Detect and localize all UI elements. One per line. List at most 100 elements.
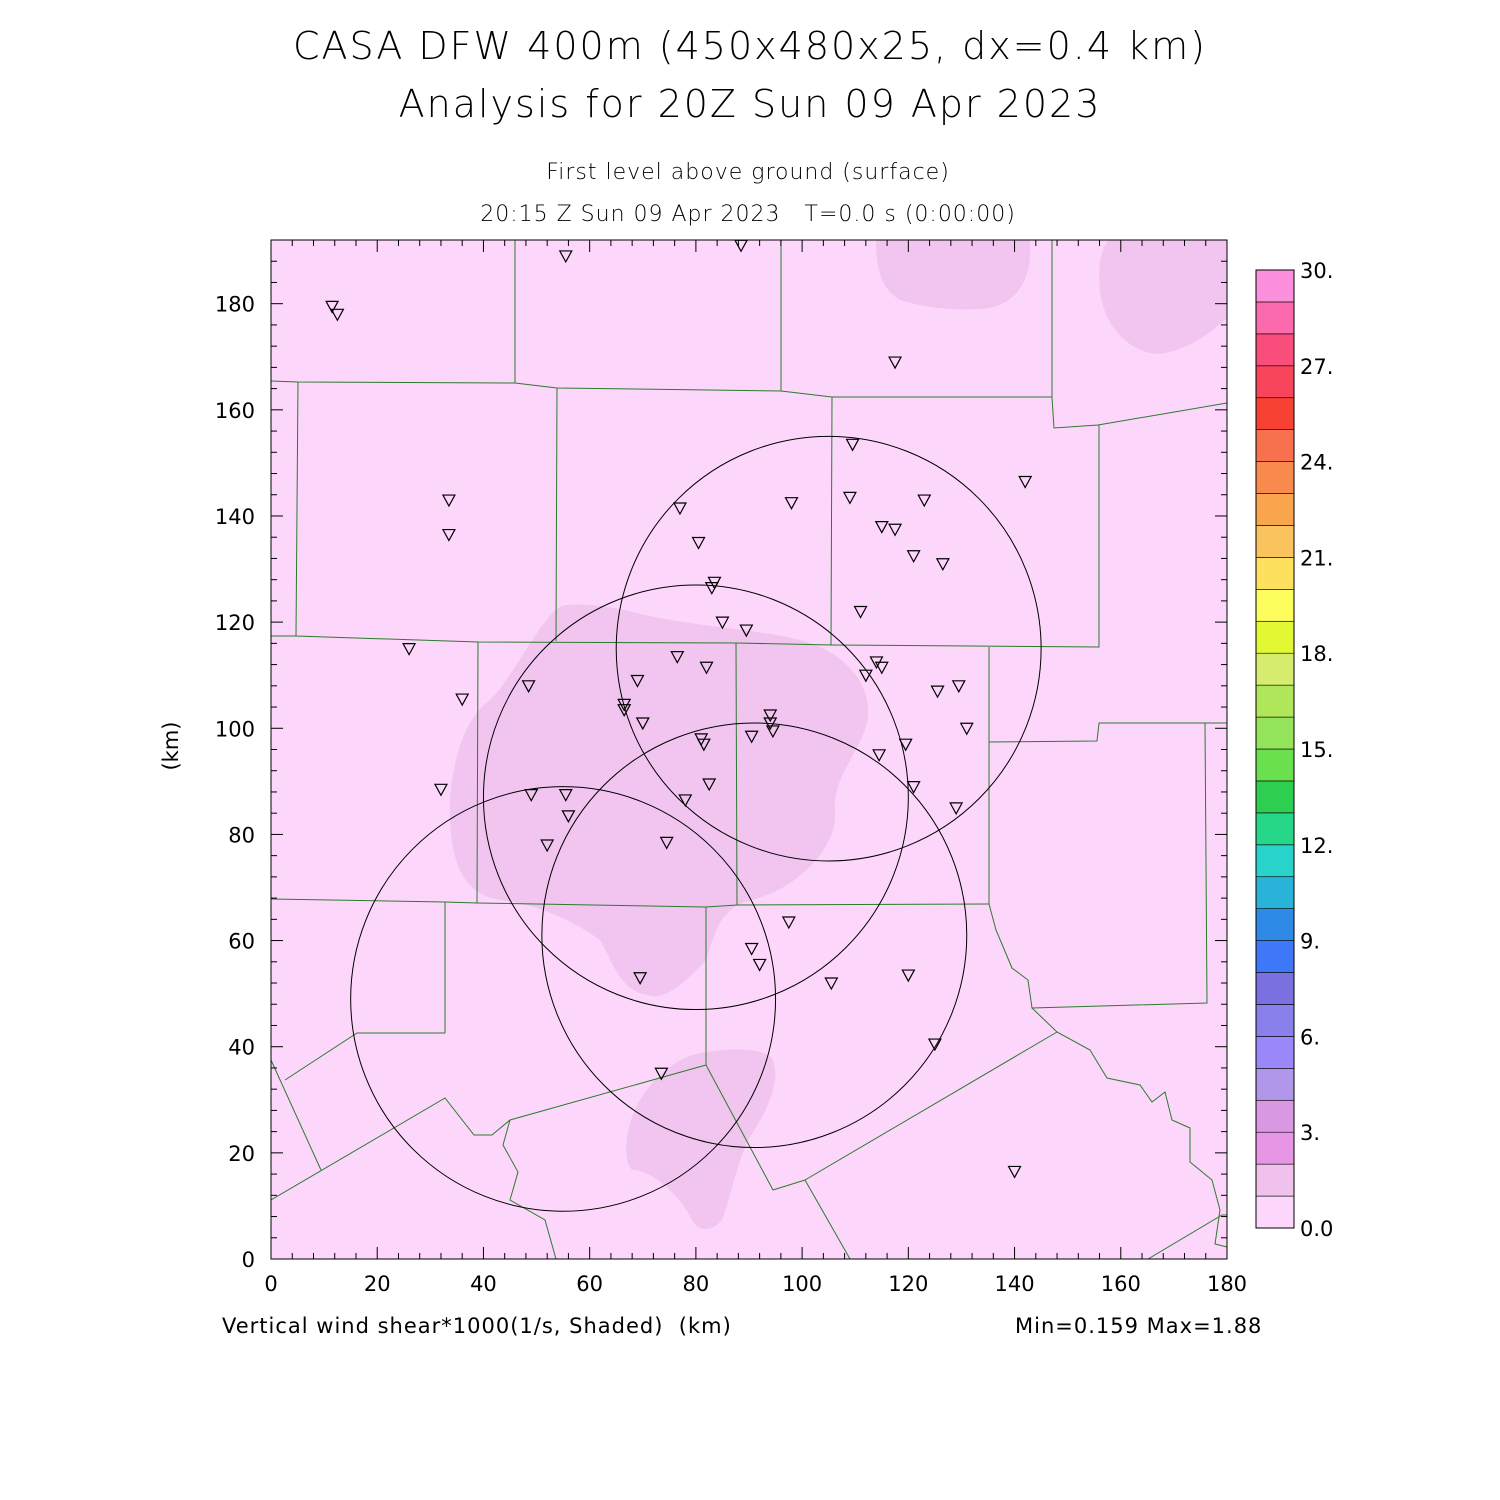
y-tick-label: 60	[228, 930, 255, 954]
colorbar-bin	[1255, 780, 1295, 814]
y-tick-label: 140	[215, 505, 255, 529]
station-marker	[441, 494, 456, 508]
radar-range-ring	[350, 786, 777, 1212]
station-marker	[715, 616, 730, 630]
county-line	[780, 240, 1053, 398]
station-marker	[845, 438, 860, 452]
county-line	[514, 240, 782, 392]
station-marker	[752, 958, 767, 972]
station-marker	[561, 810, 576, 824]
station-marker	[888, 523, 903, 537]
x-tick-label: 0	[264, 1272, 277, 1296]
colorbar-label: 21.	[1300, 546, 1333, 570]
colorbar-label: 6.	[1300, 1025, 1320, 1049]
colorbar-bin	[1255, 429, 1295, 462]
station-marker	[824, 977, 839, 991]
y-tick-label: 160	[215, 399, 255, 423]
county-line	[1051, 396, 1227, 429]
station-marker	[670, 651, 685, 664]
county-line	[271, 240, 516, 384]
station-marker	[402, 643, 417, 656]
station-marker	[1018, 475, 1033, 489]
chart-subtitle-time: 20:15 Z Sun 09 Apr 2023 T=0.0 s (0:00:00…	[480, 202, 1016, 227]
station-marker	[917, 494, 932, 508]
y-tick-label: 20	[228, 1142, 255, 1166]
station-marker	[744, 730, 759, 744]
county-line	[555, 387, 558, 642]
station-marker	[906, 550, 921, 564]
y-tick-label: 40	[228, 1036, 255, 1060]
county-line	[735, 642, 738, 906]
colorbar-bin	[1255, 333, 1295, 367]
station-marker	[763, 709, 778, 723]
station-marker	[441, 528, 456, 542]
station-marker	[630, 674, 645, 688]
station-markers	[325, 239, 1033, 1179]
station-marker	[1007, 1165, 1022, 1179]
colorbar-label: 27.	[1300, 355, 1333, 379]
station-marker	[901, 969, 916, 983]
station-marker	[858, 669, 873, 683]
x-tick-label: 140	[995, 1272, 1035, 1296]
colorbar-label: 0.0	[1300, 1217, 1333, 1241]
station-marker	[699, 661, 714, 675]
station-marker	[558, 250, 573, 264]
colorbar-bin	[1255, 812, 1295, 846]
station-marker	[659, 836, 674, 850]
colorbar-bin	[1255, 908, 1295, 941]
colorbar-label: 24.	[1300, 451, 1333, 475]
station-marker	[842, 491, 857, 505]
x-tick-label: 120	[888, 1272, 928, 1296]
field-label: Vertical wind shear*1000(1/s, Shaded) (k…	[222, 1314, 732, 1338]
station-marker	[888, 356, 903, 370]
colorbar-bin	[1255, 748, 1295, 782]
station-marker	[691, 536, 706, 550]
colorbar-bin	[1255, 844, 1295, 878]
colorbar-frame	[1255, 269, 1295, 1229]
colorbar-bin	[1255, 620, 1295, 654]
station-marker	[898, 738, 913, 752]
radar-range-ring	[482, 584, 909, 1011]
shear-region-central	[449, 604, 869, 997]
x-axis-tick-labels: 0 20 40 60 80 100 120 140 160 180	[264, 1272, 1247, 1296]
station-marker	[696, 738, 711, 752]
station-marker	[874, 520, 889, 534]
station-marker	[524, 789, 539, 802]
station-marker	[959, 722, 974, 736]
colorbar-bin	[1255, 1163, 1295, 1197]
x-tick-label: 160	[1101, 1272, 1141, 1296]
colorbar-bin	[1255, 652, 1295, 686]
y-tick-label: 180	[215, 293, 255, 317]
station-marker	[521, 680, 536, 694]
colorbar-bin	[1255, 525, 1295, 558]
station-marker	[433, 783, 448, 797]
colorbar-bin	[1255, 972, 1295, 1005]
station-marker	[906, 781, 921, 794]
county-line	[284, 902, 446, 1081]
station-marker	[853, 605, 868, 619]
station-marker	[949, 802, 964, 816]
colorbar-label: 12.	[1300, 834, 1333, 858]
county-line	[476, 641, 479, 904]
colorbar-bin	[1255, 493, 1295, 526]
station-marker	[325, 300, 340, 314]
station-marker	[654, 1067, 669, 1081]
colorbar-bin	[1255, 1004, 1295, 1037]
county-line	[1147, 1214, 1227, 1259]
station-marker	[739, 624, 754, 638]
station-marker	[702, 778, 717, 792]
x-tick-label: 80	[683, 1272, 710, 1296]
colorbar-label: 3.	[1300, 1121, 1320, 1145]
colorbar-labels: 0.0 3. 6. 9. 12. 15. 18. 21. 24. 27. 30.	[1300, 259, 1333, 1241]
shear-region-south	[626, 1049, 776, 1229]
y-tick-label: 80	[228, 823, 255, 847]
colorbar-bin	[1255, 1068, 1295, 1101]
county-line	[830, 396, 833, 646]
county-line	[988, 722, 1208, 1009]
radar-range-ring	[541, 722, 968, 1149]
station-marker	[744, 942, 759, 956]
colorbar-bin	[1255, 365, 1295, 399]
y-axis-label: (km)	[159, 721, 183, 770]
station-marker	[704, 582, 719, 595]
